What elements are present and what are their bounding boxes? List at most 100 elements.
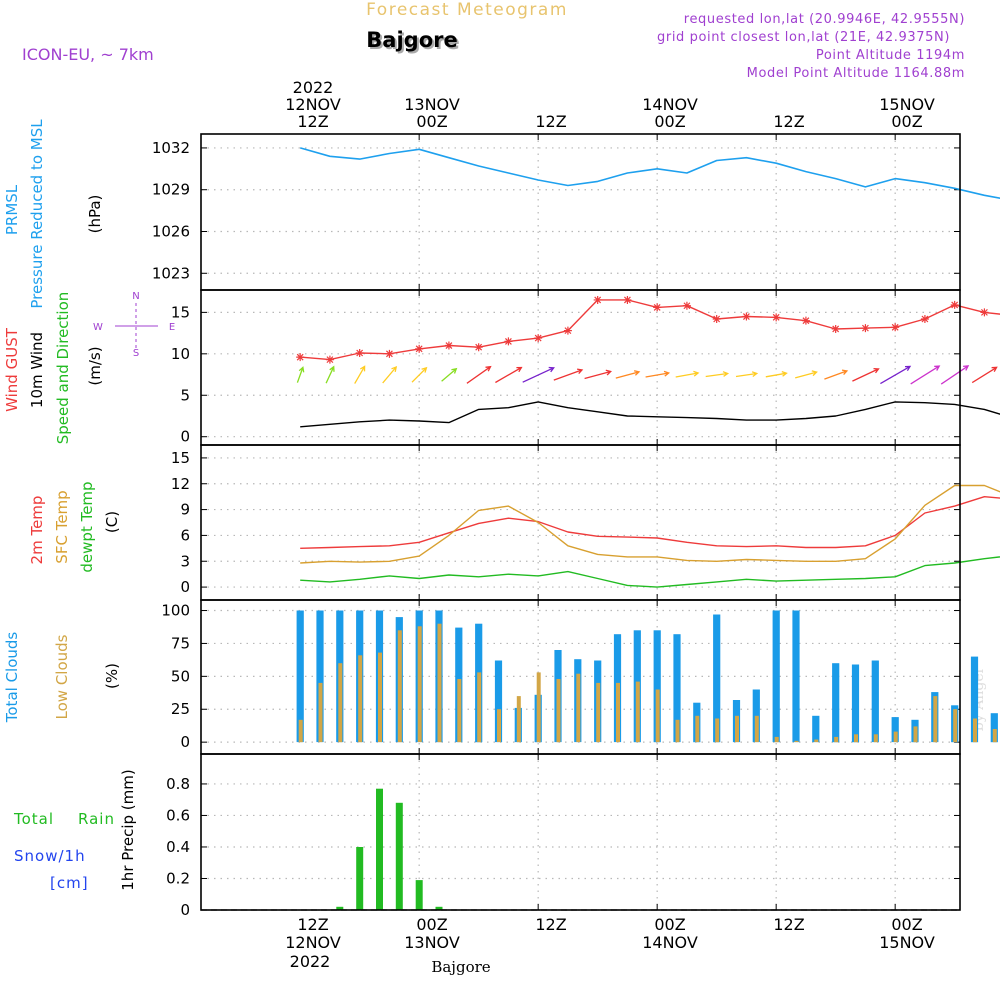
- y-tick-label: 1029: [152, 181, 190, 199]
- grid-coords: grid point closest lon,lat (21E, 42.9375…: [657, 30, 950, 45]
- y-tick-label: 1026: [152, 223, 190, 241]
- precip-total-label: Total: [13, 810, 54, 828]
- panel-border: [200, 133, 961, 291]
- wind-direction-arrow: [615, 370, 641, 379]
- y-tick-label: 15: [171, 303, 190, 321]
- total-cloud-label: Total Clouds: [3, 632, 21, 724]
- top-hour-label: 12Z: [535, 112, 566, 131]
- model-altitude: Model Point Altitude 1164.88m: [747, 66, 965, 81]
- cloud-side-labels: Total Clouds Low Clouds (%): [3, 632, 121, 724]
- gust-marker: [563, 326, 572, 335]
- low-cloud-bar: [675, 719, 680, 743]
- low-cloud-bar: [735, 715, 739, 743]
- sfc-temp-line: [300, 484, 1000, 564]
- low-cloud-bar: [596, 682, 601, 743]
- bottom-day-label: 14NOV: [642, 933, 698, 952]
- pressure-unit: (hPa): [86, 195, 104, 234]
- plot-area: 1023 1026 1029 1032 0 5 10 15 0 3 6 9 12 15 0 25 50 75 100…: [152, 133, 1000, 919]
- precip-side-labels: Total Rain Snow/1h [cm] 1hr Precip (mm): [13, 769, 137, 892]
- gust-marker: [801, 316, 810, 325]
- total-cloud-bar: [713, 614, 721, 743]
- precip-snow-unit: [cm]: [50, 874, 89, 892]
- bottom-hour-label: 12Z: [535, 915, 566, 934]
- low-cloud-bar: [417, 626, 422, 743]
- rain-bar: [435, 906, 443, 910]
- top-time-axis: 2022 12NOV 12Z 13NOV 00Z 12Z 14NOV 00Z 1…: [285, 78, 935, 131]
- low-cloud-bar: [378, 652, 382, 743]
- gust-line: [300, 299, 1000, 361]
- wind-direction-arrow: [466, 365, 492, 384]
- wind-direction-arrow: [411, 366, 428, 383]
- precip-panel: 0 0.2 0.4 0.6 0.8: [166, 754, 960, 919]
- top-day-label: 15NOV: [879, 95, 935, 114]
- top-day-label: 13NOV: [404, 95, 460, 114]
- y-tick-label: 0.6: [166, 806, 190, 824]
- low-cloud-bar: [457, 679, 462, 743]
- bottom-hour-label: 00Z: [416, 915, 447, 934]
- low-cloud-bar: [358, 655, 363, 743]
- compass-s: S: [133, 348, 139, 359]
- top-year-label: 2022: [293, 78, 334, 97]
- cloud-panel: 0 25 50 75 100: [161, 600, 998, 754]
- gust-marker: [920, 315, 929, 324]
- sfctemp-label: SFC Temp: [53, 490, 71, 563]
- y-tick-label: 0.8: [166, 775, 190, 793]
- wind-direction-arrow: [296, 366, 305, 383]
- wind-direction-arrow: [325, 365, 335, 384]
- low-cloud-bar: [754, 715, 759, 743]
- low-cloud-bar: [318, 682, 323, 743]
- total-cloud-bar: [970, 656, 979, 743]
- low-cloud-bar: [933, 696, 938, 743]
- wind10m-label: 10m Wind: [28, 332, 46, 408]
- product-title: Forecast Meteogram: [366, 0, 568, 20]
- low-cloud-bar: [953, 709, 958, 743]
- wind-compass: N S W E: [93, 291, 175, 359]
- low-cloud-bar: [556, 679, 561, 743]
- bottom-hour-label: 00Z: [891, 915, 922, 934]
- wind-unit: (m/s): [86, 346, 104, 385]
- y-tick-label: 0.4: [166, 838, 190, 856]
- top-hour-label: 00Z: [416, 112, 447, 131]
- gust-marker: [623, 295, 632, 304]
- low-cloud-label: Low Clouds: [53, 634, 71, 719]
- wind-direction-arrow: [705, 371, 730, 378]
- low-cloud-bar: [854, 734, 858, 743]
- footer-location: Bajgore: [431, 958, 490, 976]
- wind-direction-arrow: [971, 366, 998, 384]
- low-cloud-bar: [477, 672, 482, 743]
- total-cloud-bar: [772, 610, 780, 743]
- y-tick-label: 0.2: [166, 869, 190, 887]
- wind-side-labels: Wind GUST 10m Wind Speed and Direction (…: [3, 292, 104, 445]
- wind-direction-arrow: [382, 365, 398, 384]
- wind-direction-arrow: [675, 370, 700, 378]
- gust-marker: [682, 301, 691, 310]
- temp-unit: (C): [103, 511, 121, 533]
- gust-marker: [474, 343, 483, 352]
- y-tick-label: 0: [180, 901, 190, 919]
- low-cloud-bar: [834, 736, 839, 743]
- model-label: ICON-EU, ~ 7km: [22, 45, 154, 64]
- low-cloud-bar: [616, 682, 620, 743]
- gust-marker: [534, 334, 543, 343]
- wind-speed-line: [300, 401, 1000, 428]
- temp2m-label: 2m Temp: [28, 496, 46, 565]
- low-cloud-bar: [893, 731, 898, 743]
- low-cloud-bar: [913, 726, 918, 743]
- wind-direction-arrow: [735, 371, 759, 378]
- low-cloud-bar: [536, 672, 541, 743]
- bottom-hour-label: 00Z: [654, 915, 685, 934]
- y-tick-label: 12: [171, 475, 190, 493]
- y-tick-label: 1023: [152, 264, 190, 282]
- cloud-unit: (%): [103, 663, 121, 689]
- gust-marker: [653, 303, 662, 312]
- total-cloud-bar: [296, 610, 304, 743]
- top-hour-label: 00Z: [654, 112, 685, 131]
- panel-border: [200, 753, 961, 911]
- wind-direction-arrow: [495, 366, 523, 384]
- bottom-day-label: 12NOV: [285, 933, 341, 952]
- y-tick-label: 1032: [152, 139, 190, 157]
- wind-direction-arrow: [441, 367, 458, 382]
- gust-marker: [891, 323, 900, 332]
- wind-direction-arrow: [553, 368, 584, 381]
